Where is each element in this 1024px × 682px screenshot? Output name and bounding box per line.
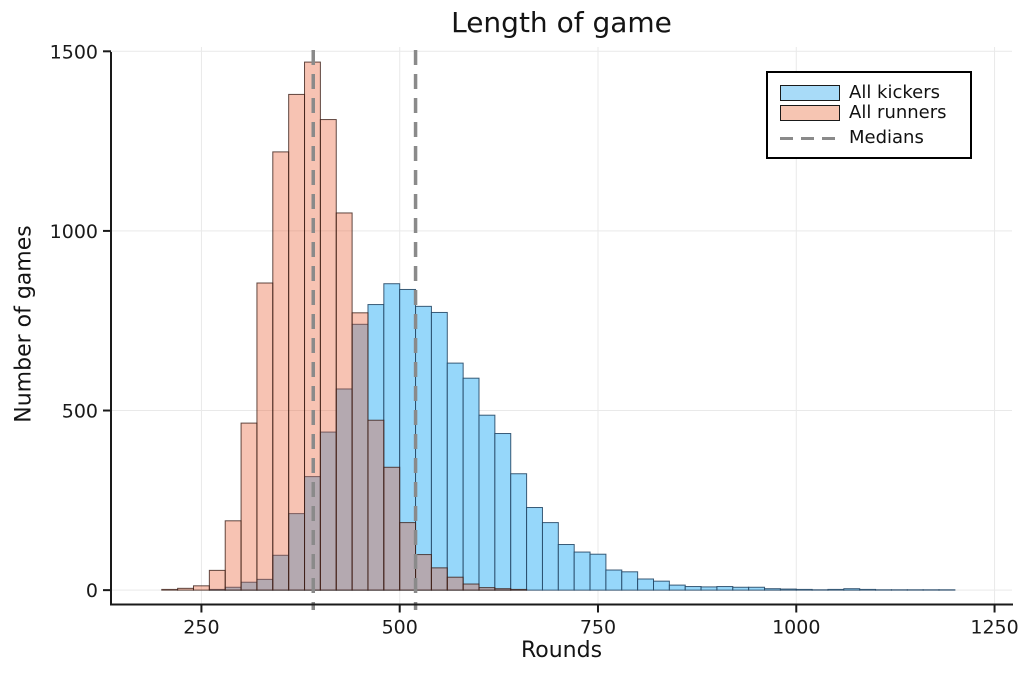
legend-item-kickers: All kickers <box>780 83 970 103</box>
histogram-bar-runners <box>462 583 480 591</box>
x-tick-label: 250 <box>183 617 219 639</box>
x-axis-label: Rounds <box>520 638 603 663</box>
histogram-bar-runners <box>192 585 210 591</box>
histogram-bar-kickers <box>589 553 607 591</box>
histogram-bar-runners <box>288 93 306 591</box>
histogram-bar-kickers <box>827 588 845 591</box>
histogram-bar-kickers <box>573 551 591 591</box>
histogram-bar-kickers <box>716 586 734 591</box>
x-tick-label: 1250 <box>970 617 1018 639</box>
legend-label-runners: All runners <box>849 102 947 123</box>
histogram-bar-runners <box>224 520 242 591</box>
x-tick-label: 500 <box>382 617 418 639</box>
histogram-bar-runners <box>399 522 417 591</box>
histogram-bar-runners <box>415 554 432 591</box>
histogram-bar-kickers <box>478 414 496 591</box>
legend-box: All kickers All runners Medians <box>766 71 972 159</box>
x-tick-label: 750 <box>580 617 616 639</box>
histogram-bar-runners <box>430 567 448 591</box>
histogram-bar-kickers <box>541 522 559 591</box>
histogram-bar-kickers <box>526 507 543 591</box>
histogram-bar-kickers <box>859 588 877 591</box>
histogram-bar-kickers <box>668 584 686 591</box>
histogram-bar-kickers <box>494 433 512 591</box>
histogram-bar-kickers <box>764 588 781 591</box>
histogram-bar-kickers <box>653 580 670 591</box>
y-tick-label: 0 <box>86 580 98 602</box>
histogram-bar-runners <box>351 312 369 591</box>
histogram-bar-kickers <box>415 305 432 591</box>
legend-label-medians: Medians <box>849 127 924 148</box>
y-tick-label: 500 <box>62 401 98 423</box>
histogram-bar-runners <box>256 282 274 591</box>
histogram-bar-kickers <box>843 588 861 591</box>
histogram-bar-kickers <box>795 588 813 591</box>
histogram-bar-runners <box>177 587 194 591</box>
histogram-bar-kickers <box>732 586 750 591</box>
histogram-bar-runners <box>335 212 353 591</box>
legend-item-runners: All runners <box>780 103 970 123</box>
histogram-bar-runners <box>510 588 528 591</box>
histogram-bar-kickers <box>510 473 528 591</box>
runners-swatch-icon <box>780 105 840 121</box>
histogram-bar-kickers <box>430 311 448 591</box>
histogram-bar-runners <box>367 419 385 591</box>
histogram-bar-kickers <box>557 544 575 591</box>
histogram-bar-runners <box>272 151 290 591</box>
medians-dashed-line-icon <box>780 136 840 140</box>
histogram-bar-runners <box>446 576 464 591</box>
histogram-bar-kickers <box>621 571 639 591</box>
histogram-bar-kickers <box>684 586 702 591</box>
kickers-swatch-icon <box>780 85 840 101</box>
histogram-bar-runners <box>383 466 401 591</box>
legend-item-medians: Medians <box>780 128 970 148</box>
histogram-bar-runners <box>494 588 512 591</box>
histogram-bar-runners <box>208 569 226 591</box>
histogram-bar-kickers <box>462 377 480 591</box>
histogram-bar-kickers <box>605 569 623 591</box>
chart-title: Length of game <box>451 6 672 39</box>
histogram-bar-runners <box>478 587 496 591</box>
histogram-bar-kickers <box>637 578 655 591</box>
histogram-bar-runners <box>240 422 258 591</box>
y-tick-label: 1000 <box>50 221 98 243</box>
legend-label-kickers: All kickers <box>849 82 940 103</box>
y-tick-label: 1500 <box>50 41 98 63</box>
histogram-bar-kickers <box>446 362 464 591</box>
histogram-bar-runners <box>161 588 179 591</box>
y-axis-label: Number of games <box>11 225 37 423</box>
histogram-bar-kickers <box>748 586 766 591</box>
histogram-bar-kickers <box>779 588 797 591</box>
x-tick-label: 1000 <box>772 617 820 639</box>
histogram-bar-kickers <box>700 586 718 591</box>
histogram-bar-runners <box>319 119 337 591</box>
